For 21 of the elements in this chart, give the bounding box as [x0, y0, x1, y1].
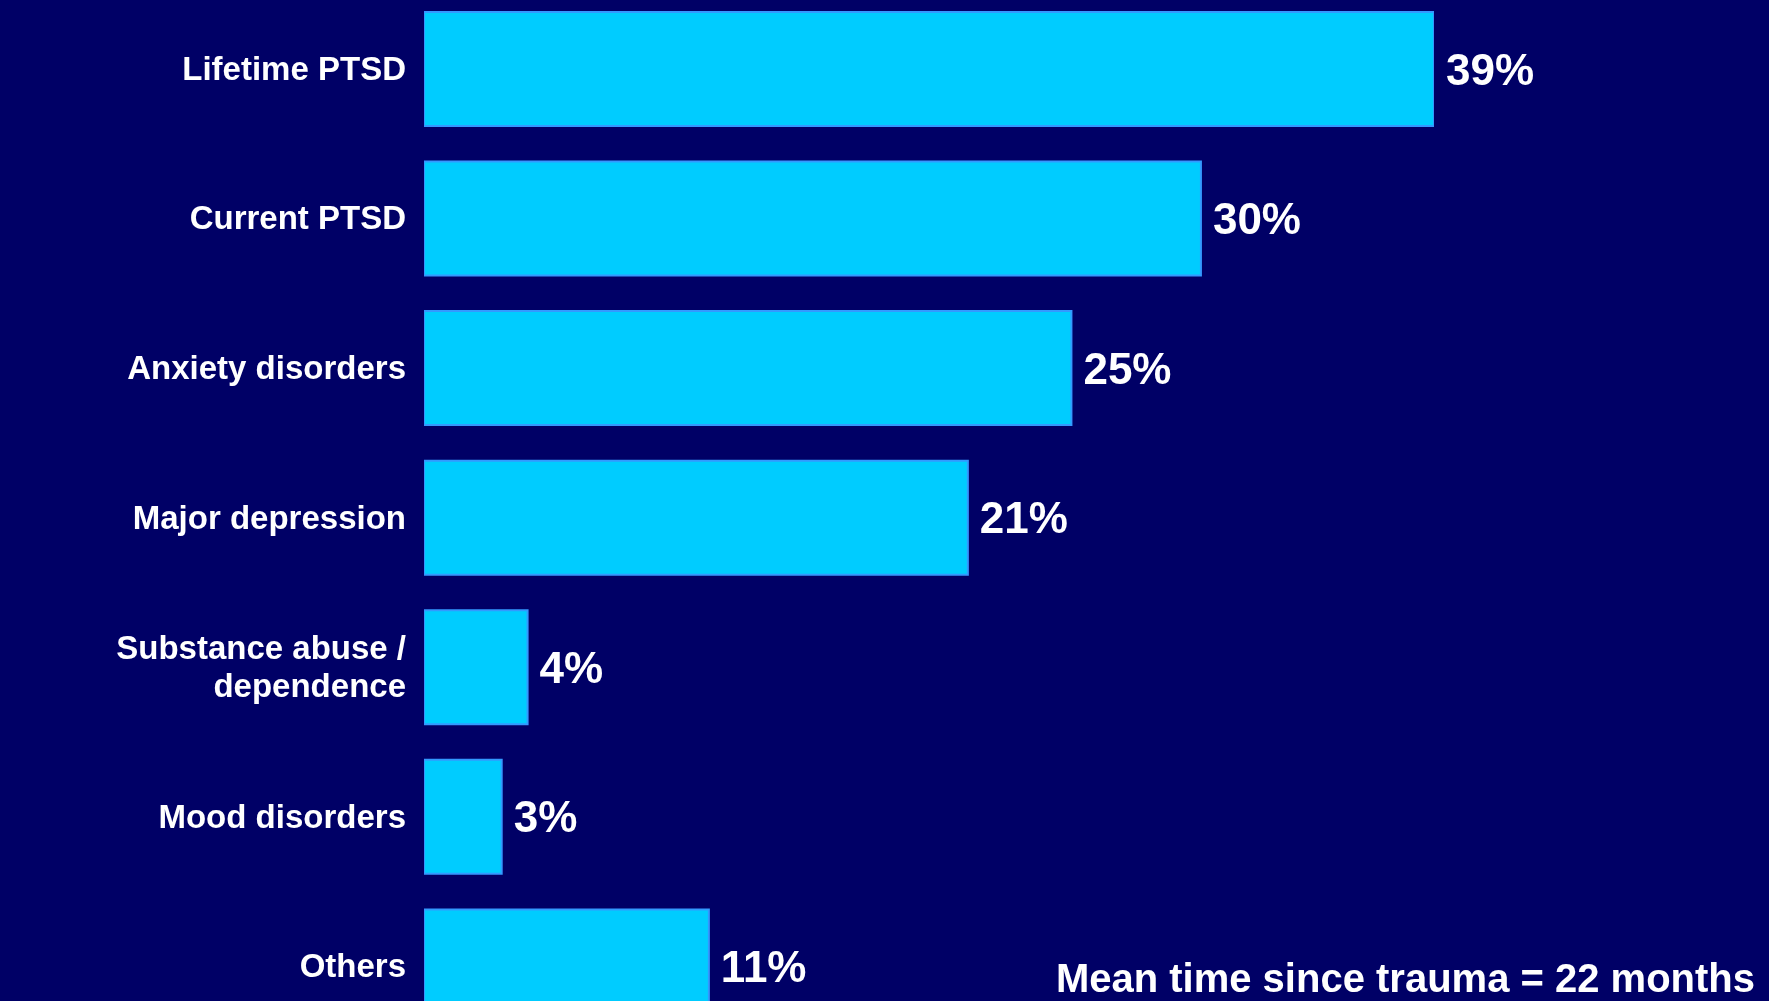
y-tick-label: Anxiety disorders [127, 348, 406, 386]
bar [424, 160, 1202, 277]
data-label: 25% [1083, 343, 1172, 393]
bar [424, 459, 969, 576]
y-tick-label: Mood disorders [158, 797, 406, 835]
annotation: Mean time since trauma = 22 months [1055, 956, 1755, 1001]
data-label: 39% [1446, 44, 1535, 94]
y-tick-label: Others [299, 947, 406, 985]
data-label: 4% [539, 642, 604, 692]
y-tick-label: Major depression [132, 498, 406, 536]
y-tick-label: Lifetime PTSD [182, 49, 406, 87]
data-label: 11% [720, 942, 807, 991]
bar [424, 310, 1073, 427]
y-tick-label: Substance abuse / dependence [116, 629, 406, 705]
data-label: 3% [513, 792, 578, 842]
bar [424, 758, 503, 875]
data-label: 21% [979, 493, 1068, 543]
y-tick-label: Current PTSD [189, 199, 406, 237]
bar [424, 10, 1434, 127]
bar [424, 609, 529, 726]
data-label: 30% [1212, 194, 1301, 244]
